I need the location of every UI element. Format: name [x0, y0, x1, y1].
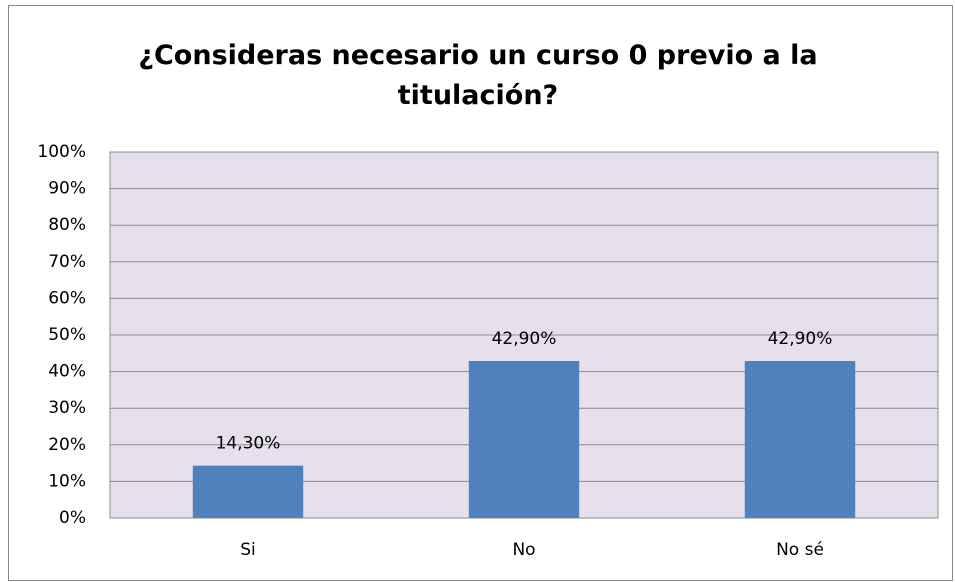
data-label: 14,30%: [216, 434, 281, 454]
bar: [744, 360, 856, 518]
y-tick-label: 100%: [37, 142, 86, 162]
x-tick-label: No sé: [776, 540, 824, 560]
y-tick-label: 70%: [48, 252, 86, 272]
data-label: 42,90%: [492, 329, 557, 349]
x-tick-label: Si: [240, 540, 256, 560]
bar: [192, 465, 304, 518]
y-tick-label: 30%: [48, 398, 86, 418]
y-tick-label: 90%: [48, 179, 86, 199]
y-tick-label: 60%: [48, 288, 86, 308]
y-tick-label: 10%: [48, 471, 86, 491]
y-tick-label: 20%: [48, 435, 86, 455]
bar: [468, 360, 580, 518]
y-tick-label: 80%: [48, 215, 86, 235]
chart-title: ¿Consideras necesario un curso 0 previo …: [138, 40, 818, 111]
x-tick-label: No: [512, 540, 535, 560]
y-tick-label: 0%: [59, 508, 86, 528]
y-tick-label: 40%: [48, 362, 86, 382]
data-label: 42,90%: [768, 329, 833, 349]
y-tick-label: 50%: [48, 325, 86, 345]
chart-border: [8, 5, 953, 581]
